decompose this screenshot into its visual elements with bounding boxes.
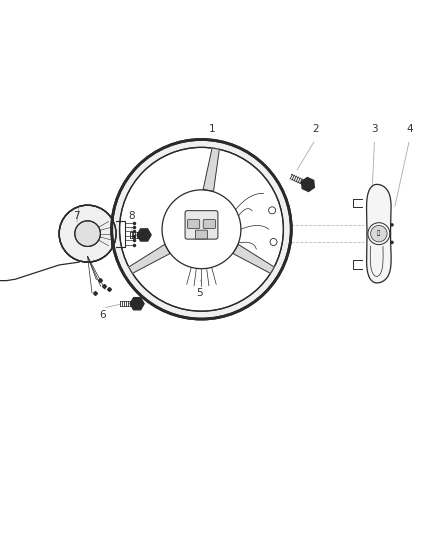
Circle shape (390, 223, 394, 227)
Text: 6: 6 (99, 310, 106, 320)
Text: 4: 4 (406, 124, 413, 134)
Circle shape (120, 147, 283, 311)
Circle shape (390, 241, 394, 244)
Text: 🐏: 🐏 (377, 231, 381, 237)
Circle shape (59, 205, 116, 262)
Text: 3: 3 (371, 124, 378, 134)
Polygon shape (203, 148, 219, 191)
Text: 5: 5 (196, 288, 203, 298)
Polygon shape (137, 229, 151, 241)
Polygon shape (130, 297, 144, 310)
Polygon shape (129, 245, 170, 273)
Polygon shape (233, 245, 274, 273)
Text: 8: 8 (128, 211, 135, 221)
Circle shape (112, 140, 291, 319)
FancyBboxPatch shape (203, 220, 215, 229)
FancyBboxPatch shape (185, 211, 218, 239)
FancyBboxPatch shape (187, 220, 200, 229)
Text: 7: 7 (73, 211, 80, 221)
Polygon shape (367, 184, 391, 283)
FancyBboxPatch shape (195, 230, 208, 239)
Circle shape (371, 225, 387, 242)
Polygon shape (302, 177, 314, 191)
Circle shape (75, 221, 100, 246)
Text: 2: 2 (312, 124, 319, 134)
Text: 1: 1 (209, 124, 216, 134)
